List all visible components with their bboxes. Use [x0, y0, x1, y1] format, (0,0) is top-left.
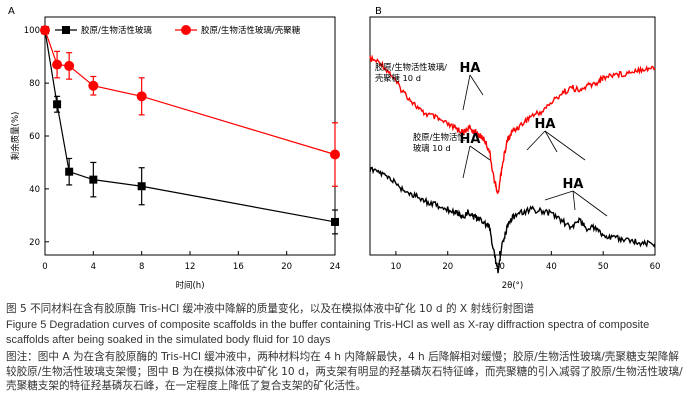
- legend-label: 胶原/生物活性玻璃/壳聚糖: [201, 25, 301, 36]
- ha-arrow: [544, 130, 586, 161]
- x-tick-label: 10: [390, 262, 401, 272]
- legend-label: 胶原/生物活性玻璃: [81, 25, 152, 36]
- plot-frame: [369, 16, 656, 256]
- ha-arrow: [544, 130, 558, 153]
- series-label-line: 胶原/生物活性玻璃/: [375, 62, 447, 72]
- ha-arrow: [526, 130, 546, 151]
- ha-arrow: [462, 145, 471, 179]
- ha-annotation: HA: [460, 61, 481, 76]
- ha-arrow: [462, 74, 471, 111]
- ha-arrow: [469, 145, 491, 161]
- ha-arrow: [572, 190, 576, 211]
- figure-caption-english: Figure 5 Degradation curves of composite…: [6, 319, 650, 346]
- x-axis-label: 2θ(°): [502, 281, 524, 291]
- data-point-circle: [88, 80, 99, 91]
- xrd-pattern-1: [369, 54, 656, 194]
- x-tick-label: 24: [330, 262, 341, 272]
- x-tick-label: 4: [91, 262, 96, 272]
- y-tick-label: 20: [29, 238, 40, 248]
- series-line-2: [44, 30, 336, 156]
- y-tick-label: 80: [29, 79, 40, 89]
- x-tick-label: 0: [42, 262, 47, 272]
- legend-marker-square: [62, 26, 70, 34]
- x-tick-label: 8: [139, 262, 144, 272]
- data-point-circle: [64, 60, 75, 71]
- data-point-circle: [52, 59, 63, 70]
- x-tick-label: 40: [546, 262, 557, 272]
- data-point-square: [53, 100, 62, 109]
- x-tick-label: 16: [233, 262, 244, 272]
- series-label-line: 玻璃 10 d: [413, 143, 451, 153]
- series-line-1: [44, 30, 336, 223]
- x-tick-label: 20: [442, 262, 453, 272]
- y-axis-label: 剩余质量(%): [10, 112, 21, 161]
- ha-arrow: [469, 74, 484, 96]
- panel-label: A: [8, 6, 15, 17]
- y-tick-label: 100: [24, 26, 40, 36]
- data-point-square: [89, 175, 98, 184]
- data-point-square: [331, 217, 339, 226]
- series-label-line: 胶原/生物活性: [413, 132, 466, 142]
- x-axis-label: 时间(h): [175, 280, 204, 291]
- panel-label: B: [375, 6, 382, 17]
- x-tick-label: 60: [650, 262, 661, 272]
- plot-frame: [44, 16, 336, 256]
- ha-annotation: HA: [535, 117, 556, 132]
- figure-caption-chinese: 图 5 不同材料在含有胶原酶 Tris-HCl 缓冲液中降解的质量变化，以及在模…: [6, 303, 535, 315]
- data-point-circle: [136, 91, 147, 102]
- ha-arrow: [572, 190, 608, 217]
- data-point-square: [137, 182, 146, 191]
- figure-caption-note: 图注：图中 A 为在含有胶原酶的 Tris-HCl 缓冲液中，两种材料均在 4 …: [6, 351, 683, 392]
- x-tick-label: 20: [281, 262, 292, 272]
- series-label-line: 壳聚糖 10 d: [375, 73, 421, 83]
- panel-a-degradation-chart: A 0 4 8 12 16 20 24 20 40 60 80 100 时间(h) 剩余质量(%) 胶原/生物…: [8, 6, 341, 291]
- ha-annotation: HA: [460, 132, 481, 147]
- data-point-square: [65, 167, 74, 176]
- y-tick-label: 60: [29, 132, 40, 142]
- xrd-pattern-2: [369, 166, 656, 274]
- data-point-circle: [330, 149, 340, 160]
- legend-marker-circle: [181, 25, 191, 35]
- data-point-circle: [40, 25, 50, 36]
- x-tick-label: 50: [598, 262, 609, 272]
- y-tick-label: 40: [29, 185, 40, 195]
- ha-arrow: [544, 190, 574, 201]
- x-tick-label: 12: [185, 262, 196, 272]
- ha-annotation: HA: [563, 177, 584, 192]
